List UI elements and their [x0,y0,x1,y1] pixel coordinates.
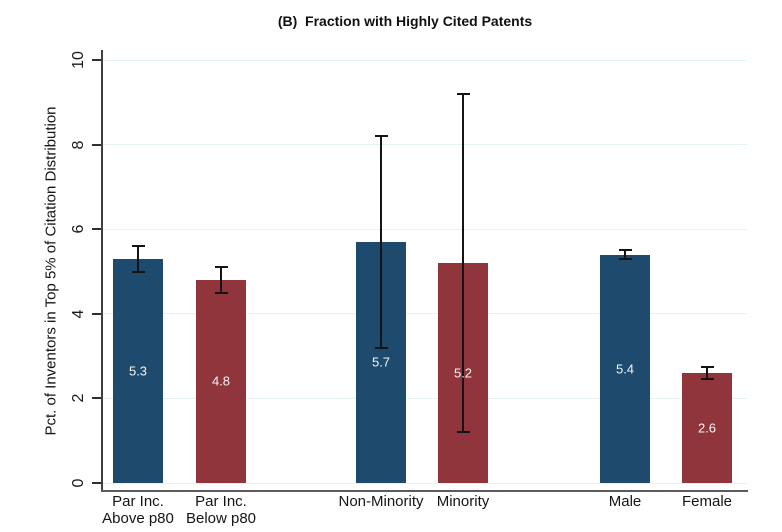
gridline [102,228,747,230]
bar [113,258,163,483]
y-tick [92,482,102,484]
y-tick-label: 6 [70,224,87,234]
error-bar-cap [214,266,228,269]
bar-value-label: 5.2 [453,365,473,381]
error-bar-cap [131,245,145,248]
y-tick-label: 8 [70,140,87,150]
x-axis-line [101,489,748,492]
y-tick [92,312,102,315]
y-axis-line [101,50,103,492]
bar-value-label: 4.8 [211,373,231,389]
error-bar [462,93,464,433]
x-axis-label-line: Below p80 [185,509,257,527]
y-tick-label: 4 [70,309,87,319]
bar-value-label: 2.6 [697,420,717,436]
error-bar-cap [618,257,632,260]
error-bar-cap [456,431,470,434]
gridline [102,482,747,484]
error-bar-cap [700,365,714,368]
y-tick [92,59,102,61]
x-axis-label-line: Par Inc. [112,493,164,510]
gridline [102,144,747,146]
y-tick-label: 0 [70,478,87,488]
error-bar-cap [456,92,470,95]
error-bar [706,366,708,380]
error-bar-cap [214,291,228,294]
y-tick [92,397,102,400]
y-axis-title: Pct. of Inventors in Top 5% of Citation … [42,106,60,436]
y-tick-label: 10 [70,51,87,69]
x-axis-label-line: Male [608,493,642,510]
error-bar-cap [374,346,388,349]
error-bar [220,267,222,293]
x-axis-label-line: Par Inc. [195,493,247,510]
x-axis-label: Par Inc. Below p80 [151,493,291,528]
gridline [102,59,747,61]
bar [600,254,650,483]
error-bar [380,136,382,348]
bar [196,279,246,483]
x-axis-label: Male [555,493,695,511]
gridline [102,313,747,315]
x-axis-label-line: Above p80 [102,509,174,527]
x-axis-label-line: Non-Minority [338,493,424,510]
error-bar-cap [374,135,388,138]
y-tick [92,228,102,231]
error-bar [137,246,139,272]
x-axis-label-line: Female [681,493,733,510]
chart-title: (B) Fraction with Highly Cited Patents [277,13,533,29]
x-axis-label-line: Minority [436,493,490,510]
error-bar-cap [131,270,145,273]
y-tick-label: 2 [70,393,87,403]
x-axis-label: Female [637,493,777,511]
x-axis-label: Minority [393,493,533,511]
bar-value-label: 5.7 [371,354,391,370]
bar-value-label: 5.3 [128,363,148,379]
y-tick [92,143,102,146]
error-bar [624,250,626,259]
error-bar-cap [618,249,632,252]
bar-value-label: 5.4 [615,361,635,377]
error-bar-cap [700,378,714,381]
x-axis-label: Non-Minority [311,493,451,511]
x-axis-label: Par Inc. Above p80 [68,493,208,528]
gridline [102,397,747,399]
bar [682,373,732,483]
